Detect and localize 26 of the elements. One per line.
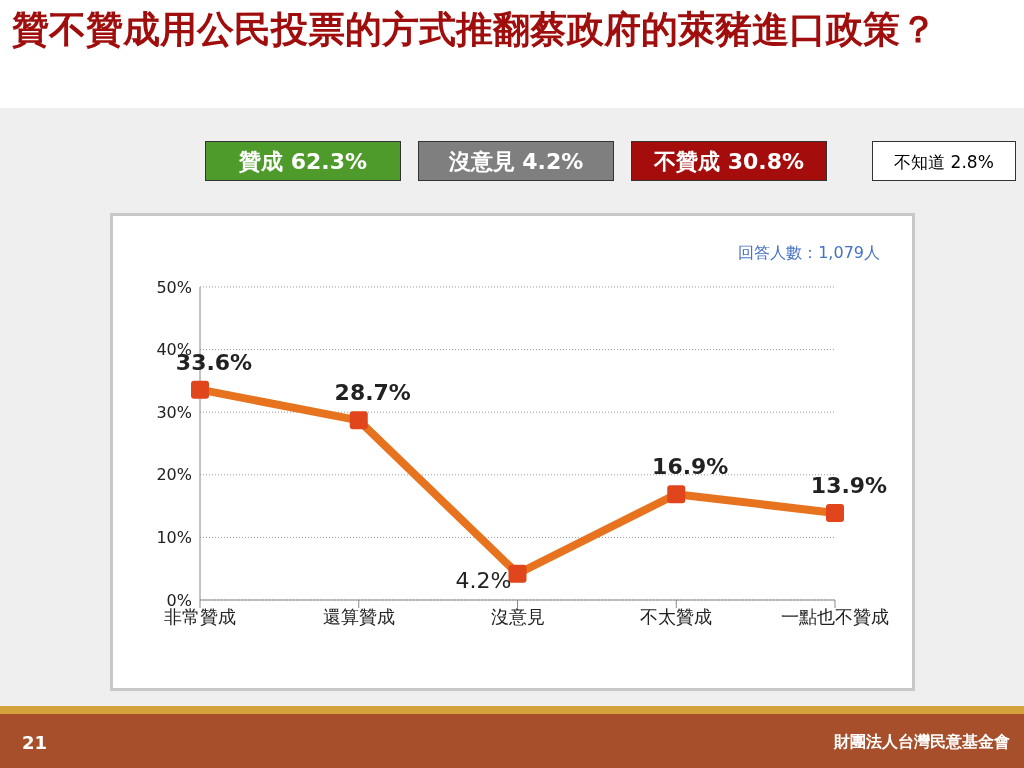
point <box>826 503 844 522</box>
y-tick-label: 10% <box>156 528 192 548</box>
point <box>349 411 368 430</box>
data-label: 4.2% <box>455 567 512 593</box>
y-tick-label: 50% <box>156 277 192 297</box>
chart-title: 贊不贊成用公民投票的方式推翻蔡政府的萊豬進口政策？ <box>12 8 938 52</box>
x-tick-label: 非常贊成 <box>164 605 236 627</box>
data-label: 13.9% <box>810 472 888 498</box>
text: 贊成 62.3% <box>205 141 401 181</box>
text: 不贊成 30.8% <box>631 141 827 181</box>
y-tick-label: 20% <box>156 465 192 485</box>
y-tick-label: 30% <box>156 402 192 422</box>
data-label: 28.7% <box>334 380 411 406</box>
point <box>667 485 686 504</box>
text: 回答人數：1,079人 <box>738 243 880 264</box>
x-tick-label: 沒意見 <box>490 605 545 627</box>
x-tick-label: 不太贊成 <box>640 605 713 627</box>
x-tick-label: 一點也不贊成 <box>781 605 889 627</box>
point <box>508 564 527 583</box>
text: 沒意見 4.2% <box>418 141 614 181</box>
text: 財團法人台灣民意基金會 <box>834 732 1010 753</box>
text: 不知道 2.8% <box>872 141 1016 181</box>
x-tick-label: 還算贊成 <box>322 605 395 627</box>
data-label: 16.9% <box>652 454 729 480</box>
text: 21 <box>22 732 48 753</box>
point <box>191 380 209 399</box>
